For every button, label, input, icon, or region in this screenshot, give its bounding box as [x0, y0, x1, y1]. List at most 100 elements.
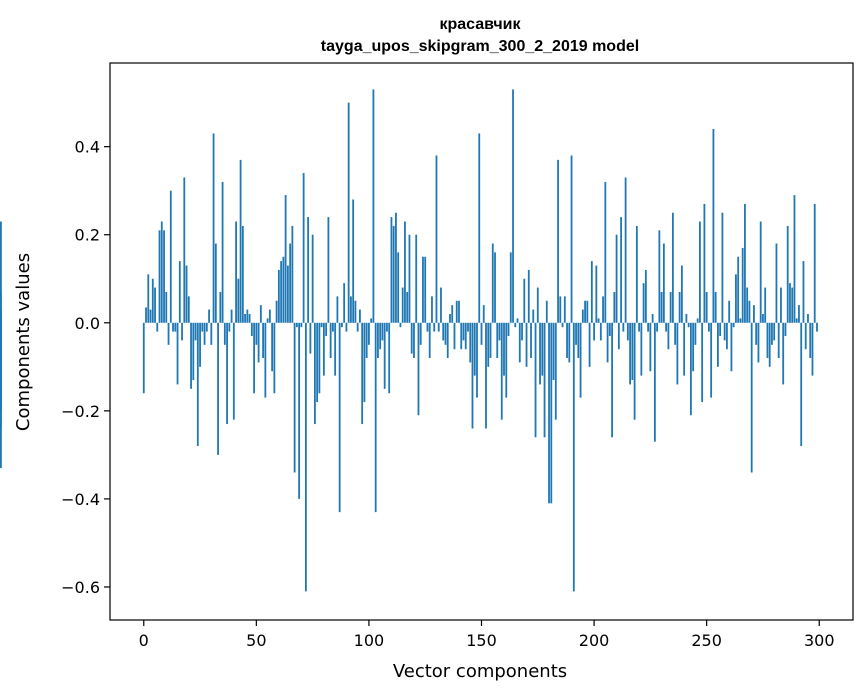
bar-101 [370, 318, 373, 323]
bar-121 [415, 234, 418, 323]
x-tick-label: 250 [691, 631, 722, 650]
bar-232 [665, 322, 668, 332]
bar-19 [185, 265, 188, 323]
bar-27 [203, 322, 206, 345]
bar-95 [356, 322, 359, 332]
bar-20 [187, 296, 190, 323]
bar-182 [552, 322, 555, 381]
bar-4 [151, 278, 154, 323]
bar-150 [480, 322, 483, 345]
bar-192 [575, 322, 577, 345]
bar-14 [174, 322, 177, 332]
bar-253 [712, 129, 715, 323]
bar-282 [777, 322, 780, 359]
bar-77 [316, 322, 319, 403]
bar-161 [505, 322, 508, 398]
bar-109 [388, 322, 391, 394]
bar-127 [428, 322, 431, 359]
bar-97 [361, 322, 364, 425]
bar-15 [176, 322, 179, 385]
bar-239 [680, 265, 683, 323]
bar-261 [730, 322, 733, 372]
bar-30 [210, 322, 213, 345]
bar-118 [408, 234, 411, 323]
bar-47 [248, 313, 251, 323]
bar-104 [377, 322, 379, 359]
bar-236 [674, 322, 677, 345]
bar-248 [701, 322, 704, 403]
bar-55 [266, 318, 269, 323]
bar-230 [660, 291, 663, 323]
bar-285 [784, 322, 787, 336]
bar-123 [419, 322, 422, 345]
bar-198 [588, 322, 591, 367]
bar-209 [613, 291, 616, 323]
bar-215 [626, 322, 629, 341]
bar-93 [352, 199, 355, 323]
bar-56 [268, 309, 271, 323]
bar-79 [320, 322, 323, 328]
bar-286 [786, 225, 789, 323]
x-tick-label: 200 [579, 631, 610, 650]
bar-144 [467, 322, 469, 332]
bar-266 [741, 247, 744, 323]
bar-145 [469, 322, 472, 363]
bar-284 [782, 322, 785, 385]
bar-296 [809, 322, 812, 359]
bar-216 [629, 322, 631, 385]
bar-256 [719, 322, 722, 336]
bar-275 [762, 313, 764, 323]
bar-134 [444, 322, 447, 345]
bar-187 [563, 296, 566, 323]
bar-289 [793, 195, 796, 323]
bar-247 [699, 221, 701, 323]
bar-293 [802, 261, 805, 323]
bar-28 [205, 322, 208, 332]
bar-50 [255, 322, 258, 345]
bar-220 [638, 322, 641, 332]
bar-170 [525, 322, 528, 367]
bar-175 [536, 287, 539, 323]
bar-80 [322, 322, 325, 376]
bar-49 [253, 322, 255, 394]
bar-201 [595, 265, 598, 323]
bar-32 [214, 243, 217, 323]
bar-129 [433, 322, 436, 332]
bar-59 [275, 300, 278, 323]
bar-143 [464, 322, 467, 350]
bar-51 [257, 322, 260, 363]
bar-17 [181, 322, 183, 341]
bar-38 [228, 322, 231, 332]
bar-277 [766, 322, 769, 359]
bar-208 [611, 322, 613, 438]
bar-137 [451, 305, 454, 323]
bar-35 [221, 181, 224, 323]
bar-63 [284, 195, 287, 323]
bar-221 [640, 322, 643, 376]
bar-0 [142, 322, 145, 394]
bar-133 [442, 322, 445, 341]
bar-278 [768, 322, 771, 367]
bar-179 [545, 300, 548, 323]
bar-130 [435, 155, 438, 323]
bar-157 [496, 322, 499, 359]
bar-72 [304, 322, 307, 592]
bar-273 [757, 322, 760, 363]
bar-74 [309, 322, 312, 354]
bar-231 [662, 243, 665, 323]
bar-147 [473, 322, 476, 376]
bar-207 [608, 322, 611, 336]
bar-122 [417, 322, 420, 416]
chart-subtitle: tayga_upos_skipgram_300_2_2019 model [321, 38, 639, 55]
bar-83 [329, 322, 332, 359]
bar-46 [246, 309, 249, 323]
bar-9 [163, 230, 165, 323]
bar-113 [397, 252, 400, 323]
y-tick-label: −0.4 [61, 490, 100, 509]
bar-94 [354, 300, 357, 323]
bar-102 [372, 89, 375, 323]
bar-91 [347, 102, 350, 323]
bar-26 [201, 322, 204, 332]
bar-172 [530, 322, 532, 359]
